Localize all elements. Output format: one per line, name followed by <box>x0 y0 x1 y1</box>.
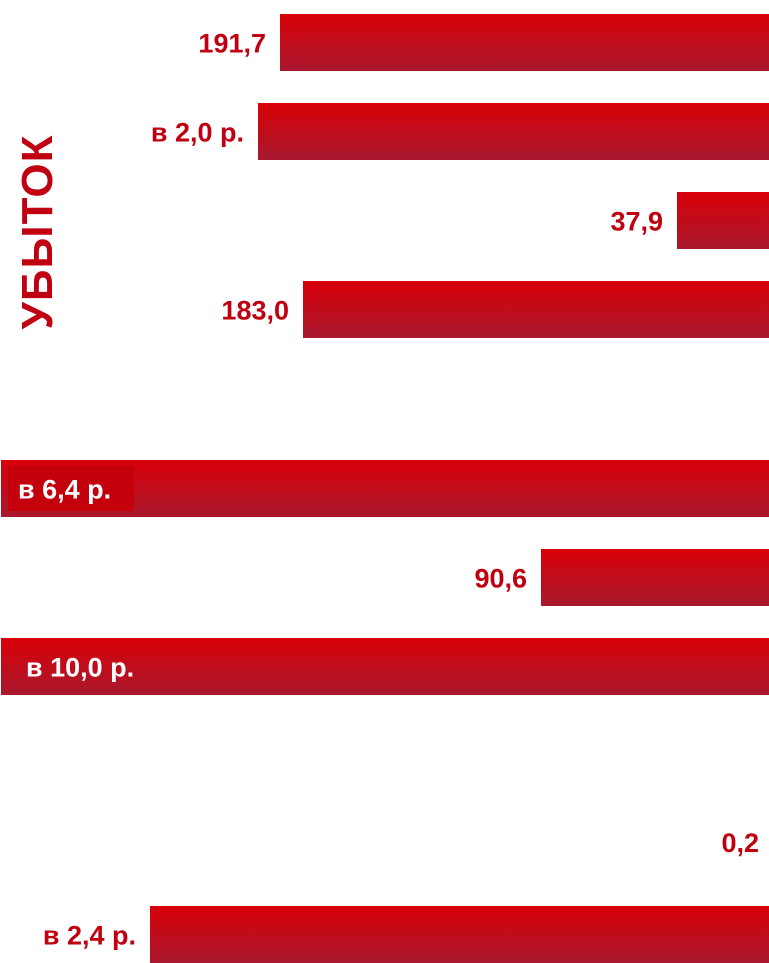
bar-label-6: 90,6 <box>474 564 527 594</box>
bar-1 <box>280 14 769 71</box>
bar-4 <box>303 281 769 338</box>
bar-label-1: 191,7 <box>198 29 266 59</box>
bar-label-box-5 <box>8 466 134 511</box>
bar-label-4: 183,0 <box>221 296 289 326</box>
bar-label-3: 37,9 <box>610 207 663 237</box>
bar-label-8: 0,2 <box>721 828 759 858</box>
bars-group: 191,7 в 2,0 р. 37,9 183,0 в 6,4 р. 90,6 в 10,0… <box>1 14 769 963</box>
bar-label-7: в 10,0 р. <box>26 653 134 683</box>
side-label: УБЫТОК <box>13 135 62 330</box>
bar-2 <box>258 103 769 160</box>
bar-9 <box>150 906 769 963</box>
bar-3 <box>677 192 769 249</box>
bar-label-5: в 6,4 р. <box>18 475 111 505</box>
bar-7 <box>1 638 769 695</box>
bar-label-9: в 2,4 р. <box>43 921 136 951</box>
bar-6 <box>541 549 769 606</box>
bar-label-2: в 2,0 р. <box>151 118 244 148</box>
